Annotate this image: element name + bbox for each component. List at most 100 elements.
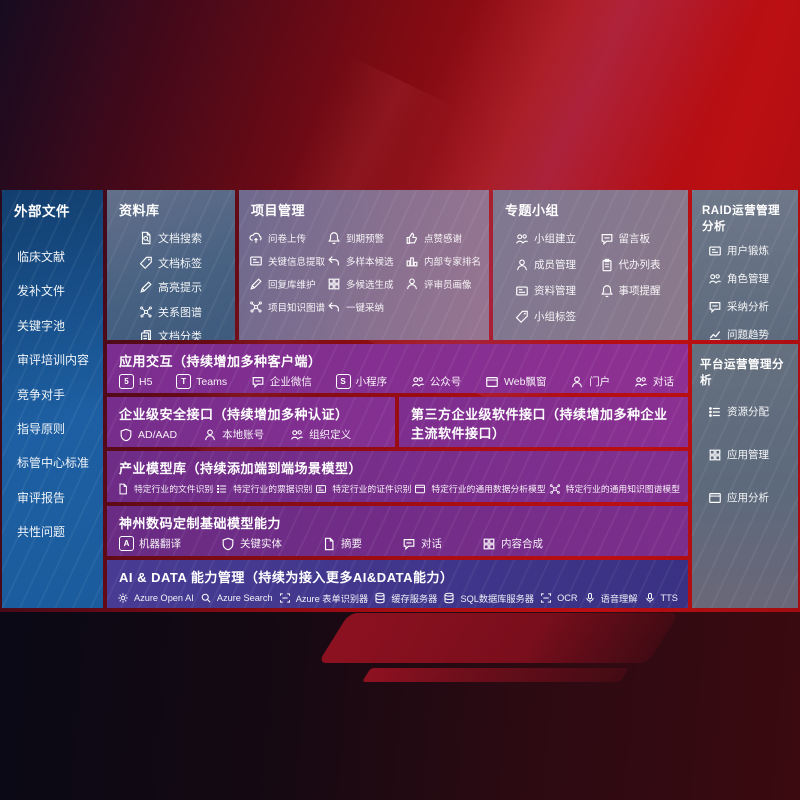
list-item: 评审员画像: [405, 277, 483, 291]
item-label: 组织定义: [309, 429, 352, 441]
list-item: 多样本候选: [327, 254, 405, 268]
list-item: AD/AAD: [119, 428, 177, 442]
panel-title: 资料库: [119, 203, 160, 218]
list-item: 代办列表: [600, 257, 685, 272]
item-label: 到期预警: [346, 234, 385, 245]
summary-icon: [322, 537, 336, 551]
list-item: 门户: [570, 374, 610, 389]
panel-title: 专题小组: [505, 203, 560, 218]
app-analysis-icon: [708, 491, 722, 505]
item-label: 公众号: [429, 376, 462, 388]
item-label: SQL数据库服务器: [460, 594, 534, 604]
doc-category-icon: [139, 329, 153, 340]
item-label: 小组标签: [534, 311, 576, 323]
list-item: 特定行业的文件识别: [117, 482, 213, 495]
item-label: 特定行业的票据识别: [233, 484, 313, 494]
item-label: 临床文献: [17, 250, 66, 264]
list-item: 成员管理: [515, 257, 600, 272]
wecom-icon: [251, 375, 265, 389]
list-item: 一键采纳: [327, 300, 405, 314]
list-item: 对话: [402, 536, 442, 551]
list-item: 小组建立: [515, 231, 600, 246]
band-industry-models: 产业模型库（持续添加端到端场景模型） 特定行业的文件识别 特定行业的票据识别 特定行…: [107, 451, 688, 502]
band-app-interaction: 应用交互（持续增加多种客户端） 5 H5 T Teams 企业微信 S 小程序 公众号 Web飘…: [107, 344, 688, 393]
list-item: 角色管理: [708, 271, 798, 286]
list-item: 指导原则: [17, 420, 103, 437]
item-label: 小组建立: [534, 233, 576, 245]
sql-server-icon: [443, 592, 455, 604]
list-item: 关系图谱: [139, 304, 235, 320]
api-designer-icon: [421, 447, 435, 448]
band-security-interface: 企业级安全接口（持续增加多种认证） AD/AAD 本地账号 组织定义: [107, 397, 395, 447]
list-item: 5 H5: [119, 374, 152, 389]
list-item: 发补文件: [17, 282, 103, 299]
item-label: 代办列表: [618, 259, 661, 271]
item-label: 审评报告: [17, 490, 66, 505]
base-model-list: A 机器翻译 关键实体 摘要 对话 内容合成: [107, 535, 688, 551]
band-title: 产业模型库（持续添加端到端场景模型）: [119, 461, 363, 476]
band-base-models: 神州数码定制基础模型能力 A 机器翻译 关键实体 摘要 对话 内容合成: [107, 506, 688, 556]
list-item: 点赞感谢: [405, 231, 483, 245]
item-label: 点赞感谢: [424, 234, 463, 245]
panel-title: RAID运营管理分析: [702, 205, 781, 233]
item-label: H5: [139, 375, 153, 388]
list-item: 关键字池: [17, 317, 103, 334]
list-item: 资源分配: [708, 404, 798, 419]
kg-model-icon: [549, 483, 561, 495]
band-ai-data-management: AI & DATA 能力管理（持续为接入更多AI&DATA能力） Azure O…: [107, 560, 688, 608]
highlight-icon: [139, 280, 153, 294]
item-label: 问题趋势: [727, 329, 769, 340]
dialog-icon: [634, 375, 648, 389]
reviewer-profile-icon: [405, 277, 419, 291]
user-training-icon: [708, 244, 722, 258]
receipt-recognition-icon: [216, 483, 228, 495]
reply-maintain-icon: [249, 277, 263, 291]
list-item: 应用分析: [708, 490, 798, 505]
item-label: 多候选生成: [346, 280, 394, 291]
item-label: 应用管理: [727, 449, 769, 461]
list-item: 本地账号: [203, 427, 264, 442]
item-label: 成员管理: [534, 259, 576, 271]
item-label: Azure 表单识别器: [295, 594, 369, 604]
item-label: 关键实体: [240, 538, 282, 550]
band-title: 企业级安全接口（持续增加多种认证）: [119, 407, 349, 422]
panel-topic-groups: 专题小组 小组建立 留言板 成员管理 代办列表 资料管理 事项提醒 小组标签: [493, 190, 688, 340]
panel-external-files: 外部文件 临床文献 发补文件 关键字池 审评培训内容 竞争对手 指导原则 标管中心标准 审评报…: [2, 190, 103, 608]
item-label: 特定行业的证件识别: [332, 484, 412, 494]
item-label: Teams: [196, 375, 228, 388]
list-item: 文档搜索: [139, 230, 235, 246]
item-label: 资料管理: [534, 285, 576, 297]
thumbs-up-icon: [405, 231, 419, 245]
adopt-analysis-icon: [708, 300, 722, 314]
item-label: 指导原则: [17, 421, 66, 436]
list-item: 用户锻炼: [708, 243, 798, 258]
list-item: 回复库维护: [249, 277, 327, 291]
item-label: 特定行业的通用知识图谱模型: [565, 484, 680, 494]
list-item: 资料管理: [515, 283, 600, 298]
miniprogram-icon: S: [335, 374, 351, 389]
cache-server-icon: [374, 592, 386, 604]
item-label: 一键采纳: [346, 303, 385, 314]
list-item: 特定行业的证件识别: [315, 482, 411, 495]
industry-model-list: 特定行业的文件识别 特定行业的票据识别 特定行业的证件识别 特定行业的通用数据分析模型…: [107, 480, 688, 495]
item-label: Azure Open AI: [134, 593, 194, 603]
knowledge-graph-icon: [249, 300, 263, 314]
list-item: 内部专家排名: [405, 254, 483, 268]
openai-icon: [117, 592, 129, 604]
sample-candidate-icon: [327, 254, 341, 268]
band-title: 第三方企业级软件接口（持续增加多种企业主流软件接口）: [411, 407, 668, 441]
list-item: 企业微信: [251, 374, 312, 389]
panel-platform-analysis: 平台运营管理分析 资源分配 应用管理 应用分析: [692, 344, 798, 608]
list-item: 应用管理: [708, 447, 798, 462]
raid-list: 用户锻炼 角色管理 采纳分析 问题趋势: [692, 243, 798, 340]
item-label: 留言板: [618, 233, 651, 245]
relation-graph-icon: [139, 305, 153, 319]
band-thirdparty-interface: 第三方企业级软件接口（持续增加多种企业主流软件接口） API自动化设计器: [399, 397, 688, 447]
repository-list: 文档搜索 文档标签 高亮提示 关系图谱 文档分类: [107, 230, 235, 340]
item-label: 用户锻炼: [727, 245, 769, 257]
compose-icon: [482, 537, 496, 551]
item-label: 企业微信: [269, 376, 312, 388]
group-create-icon: [515, 232, 529, 246]
list-item: 多候选生成: [327, 277, 405, 291]
item-label: 机器翻译: [139, 538, 181, 550]
